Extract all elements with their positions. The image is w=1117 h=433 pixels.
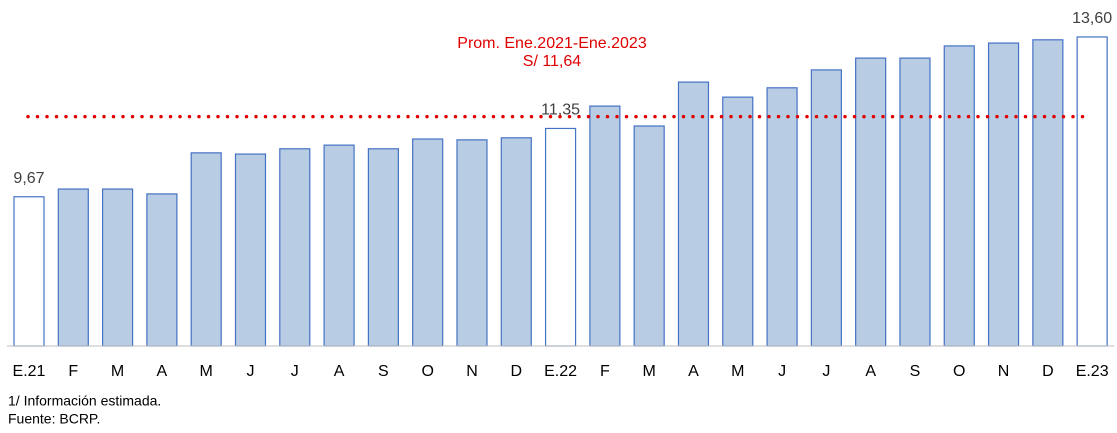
bar <box>456 139 488 347</box>
bar <box>412 138 444 347</box>
reference-label: Prom. Ene.2021-Ene.2023 <box>457 35 647 52</box>
x-tick-label: F <box>600 363 610 380</box>
x-tick-label: D <box>1042 363 1054 380</box>
bar <box>146 193 178 347</box>
bar <box>766 87 798 347</box>
x-tick-label: J <box>246 363 254 380</box>
x-tick-label: F <box>68 363 78 380</box>
footnote: 1/ Información estimada. <box>8 393 161 409</box>
bar <box>899 57 931 347</box>
reference-label: S/ 11,64 <box>523 53 582 70</box>
x-tick-label: O <box>421 363 433 380</box>
x-tick-label: J <box>822 363 830 380</box>
x-tick-label: M <box>643 363 656 380</box>
x-tick-label: N <box>998 363 1010 380</box>
bar <box>323 144 355 347</box>
value-label: 13,60 <box>1072 10 1112 27</box>
bar <box>633 125 665 347</box>
x-tick-label: M <box>200 363 213 380</box>
bar <box>101 188 134 347</box>
x-tick-label: E.21 <box>13 363 46 380</box>
x-tick-label: S <box>378 363 389 380</box>
bar <box>190 152 222 347</box>
x-tick-label: E.22 <box>544 363 577 380</box>
x-tick-label: A <box>157 363 168 380</box>
bar <box>589 105 621 347</box>
x-tick-label: E.23 <box>1076 363 1109 380</box>
bar <box>1032 39 1064 347</box>
x-tick-label: A <box>334 363 345 380</box>
bar <box>367 148 399 347</box>
bar <box>500 137 532 347</box>
bar <box>13 196 45 347</box>
bar <box>722 96 754 347</box>
bar <box>810 69 842 347</box>
bar <box>677 81 710 347</box>
x-tick-label: A <box>865 363 876 380</box>
bar <box>57 188 89 347</box>
bar <box>855 57 887 347</box>
x-tick-label: M <box>731 363 744 380</box>
x-tick-label: J <box>291 363 299 380</box>
x-tick-label: M <box>111 363 124 380</box>
x-tick-label: O <box>953 363 965 380</box>
x-tick-label: S <box>910 363 921 380</box>
bar <box>1076 36 1108 347</box>
value-label: 9,67 <box>13 170 44 187</box>
bar <box>234 153 267 347</box>
x-tick-label: J <box>778 363 786 380</box>
bar <box>987 42 1020 347</box>
x-tick-label: D <box>510 363 522 380</box>
x-tick-label: N <box>466 363 478 380</box>
x-tick-label: A <box>688 363 699 380</box>
bar <box>279 148 311 347</box>
bar <box>544 127 577 347</box>
value-label: 11,35 <box>541 102 580 119</box>
bar <box>943 45 975 347</box>
footnote: Fuente: BCRP. <box>8 411 100 427</box>
